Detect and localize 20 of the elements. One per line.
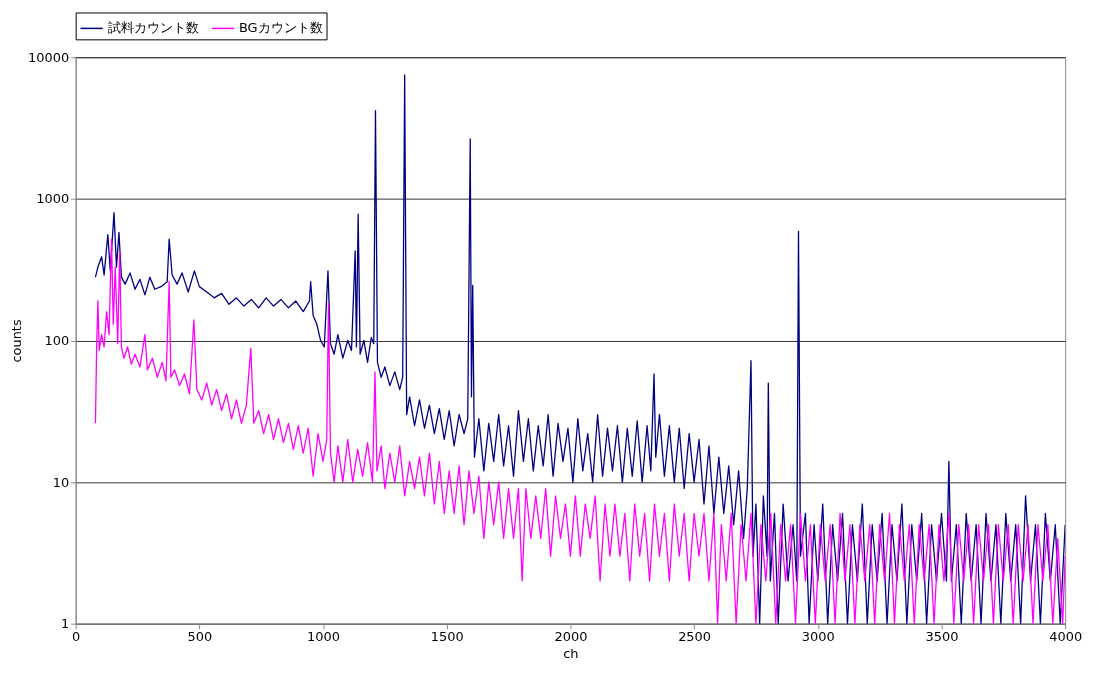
x-tick-label: 1000 <box>307 629 340 645</box>
x-tick-label: 3500 <box>925 629 959 645</box>
x-axis-title: ch <box>563 646 579 662</box>
line-series <box>94 238 1066 624</box>
legend-label: 試料カウント数 <box>107 20 199 36</box>
y-tick-label: 10 <box>52 474 70 490</box>
line-series <box>94 74 1066 624</box>
y-tick-label: 1 <box>60 616 70 632</box>
x-tick-label: 3000 <box>801 629 835 645</box>
y-tick-label: 10000 <box>28 49 70 65</box>
x-tick-label: 0 <box>72 629 81 645</box>
x-tick-label: 2000 <box>554 629 588 645</box>
x-tick-label: 500 <box>187 629 213 645</box>
x-tick-label: 1500 <box>430 629 464 645</box>
y-tick-label: 1000 <box>36 191 70 207</box>
y-axis-title: counts <box>9 319 25 363</box>
legend-label: BGカウント数 <box>238 20 323 36</box>
y-tick-label: 100 <box>44 332 70 348</box>
x-tick-label: 4000 <box>1049 629 1083 645</box>
x-tick-label: 2500 <box>678 629 712 645</box>
